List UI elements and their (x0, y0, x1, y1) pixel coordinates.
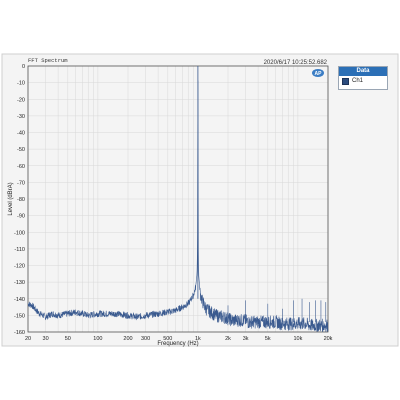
y-tick-label: -100 (14, 230, 25, 236)
x-tick-label: 30 (43, 336, 49, 342)
legend-panel: Data Ch1 (338, 66, 388, 90)
y-axis-label: Level (dBrA) (8, 182, 14, 215)
ap-logo: AP (312, 69, 324, 77)
y-tick-label: -10 (17, 81, 25, 87)
y-tick-label: -70 (17, 180, 25, 186)
y-tick-label: -80 (17, 197, 25, 203)
x-tick-label: 1k (195, 336, 201, 342)
y-tick-label: -120 (14, 264, 25, 270)
x-tick-label: 2k (225, 336, 231, 342)
legend-title: Data (339, 67, 387, 76)
tick-labels: 0 -10 -20 -30 -40 -50 -60 -70 -80 -90 -100 -110 -120… (14, 64, 333, 342)
x-tick-label: 3k (243, 336, 249, 342)
y-tick-label: -30 (17, 114, 25, 120)
x-tick-label: 300 (141, 336, 150, 342)
y-tick-label: -160 (14, 330, 25, 336)
series-ch1-line (27, 80, 329, 332)
x-tick-label: 5k (265, 336, 271, 342)
series-layer (27, 66, 329, 332)
x-tick-label: 10k (293, 336, 302, 342)
y-tick-label: 0 (22, 64, 25, 70)
plot-area-border (27, 65, 329, 333)
y-tick-label: -140 (14, 297, 25, 303)
x-tick-label: 20 (25, 336, 31, 342)
y-tick-label: -130 (14, 280, 25, 286)
x-axis-label: Frequency (Hz) (157, 341, 198, 347)
x-tick-label: 50 (65, 336, 71, 342)
chart-title: FFT Spectrum (28, 57, 68, 64)
y-tick-label: -50 (17, 147, 25, 153)
x-tick-label: 100 (93, 336, 102, 342)
x-tick-label: 500 (163, 336, 172, 342)
grid (27, 65, 329, 333)
legend-label: Ch1 (352, 78, 364, 84)
x-tick-label: 200 (123, 336, 132, 342)
y-tick-label: -40 (17, 131, 25, 137)
y-tick-label: -150 (14, 313, 25, 319)
y-tick-label: -110 (14, 247, 25, 253)
legend-swatch (342, 77, 349, 85)
ap-logo-text: AP (315, 71, 323, 77)
y-tick-label: -90 (17, 214, 25, 220)
timestamp: 2020/6/17 10:25:52.682 (264, 60, 328, 66)
y-tick-label: -60 (17, 164, 25, 170)
chart-frame (1, 53, 399, 347)
x-tick-label: 20k (324, 336, 333, 342)
legend-item-ch1[interactable]: Ch1 (339, 76, 387, 86)
y-tick-label: -20 (17, 97, 25, 103)
